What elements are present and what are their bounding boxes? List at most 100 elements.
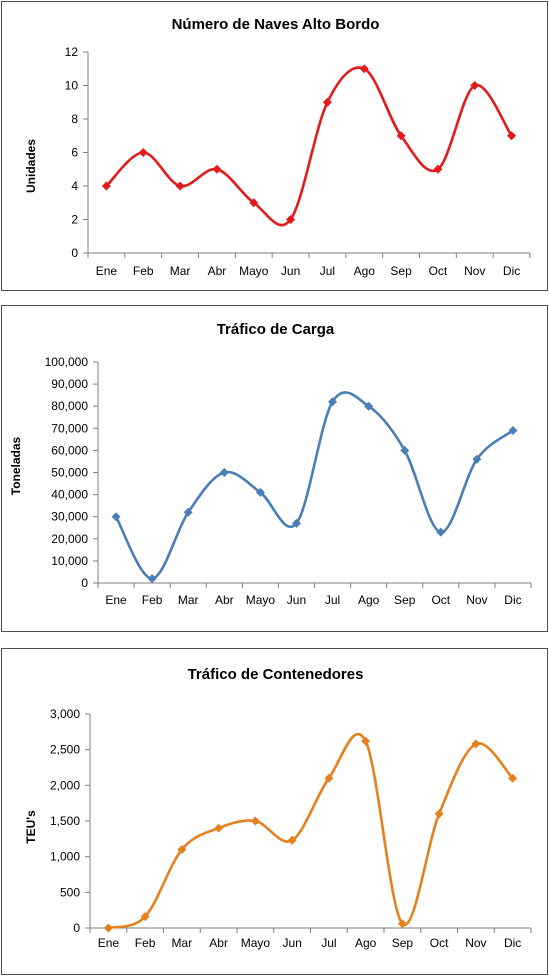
chart-title: Tráfico de Contenedores <box>188 666 364 683</box>
data-point <box>507 131 517 141</box>
data-point <box>361 736 371 746</box>
x-tick-label: Jul <box>325 593 340 607</box>
x-tick-label: Mayo <box>246 593 276 607</box>
chart-contenedores: Tráfico de Contenedores TEU's 0 500 1,000 1,5… <box>24 666 532 950</box>
chart-title: Tráfico de Carga <box>217 321 335 338</box>
data-point <box>508 773 518 783</box>
chart-panel-carga: Tráfico de Carga Toneladas 0 10,000 20,000 30… <box>1 305 548 632</box>
y-tick-label: 3,000 <box>50 707 80 721</box>
data-point <box>324 773 334 783</box>
y-tick-label: 10 <box>65 79 79 93</box>
x-tick-label: Jun <box>281 264 300 278</box>
data-point <box>111 512 121 522</box>
data-point <box>255 487 265 497</box>
data-point <box>140 912 150 922</box>
x-tick-label: Oct <box>430 936 449 950</box>
y-tick-label: 50,000 <box>51 466 88 480</box>
data-point <box>359 64 369 74</box>
y-tick-label: 2 <box>71 213 78 227</box>
y-tick-label: 90,000 <box>51 377 88 391</box>
data-point <box>508 426 518 436</box>
x-tick-label: Nov <box>466 593 487 607</box>
data-point <box>103 923 113 933</box>
data-point <box>434 809 444 819</box>
y-tick-label: 2,000 <box>50 778 80 792</box>
x-tick-label: Sep <box>394 593 416 607</box>
x-tick-label: Mayo <box>241 936 271 950</box>
y-tick-label: 10,000 <box>51 554 88 568</box>
x-tick-label: Oct <box>429 264 448 278</box>
x-tick-label: Feb <box>142 593 163 607</box>
x-tick-label: Dic <box>503 264 520 278</box>
x-tick-label: Abr <box>215 593 234 607</box>
data-point <box>183 507 193 517</box>
series-line <box>105 66 513 227</box>
data-point <box>397 919 407 929</box>
y-tick-label: 60,000 <box>51 443 88 457</box>
y-tick-label: 30,000 <box>51 510 88 524</box>
data-point <box>287 835 297 845</box>
series-line <box>107 732 514 930</box>
y-axis-label: Unidades <box>24 139 38 193</box>
x-tick-label: Ene <box>98 936 120 950</box>
y-tick-label: 12 <box>65 45 79 59</box>
x-tick-label: Sep <box>390 264 412 278</box>
data-point <box>470 81 480 90</box>
data-point <box>436 527 446 537</box>
x-tick-label: Dic <box>504 936 521 950</box>
x-tick-label: Mar <box>172 936 193 950</box>
y-tick-label: 8 <box>71 112 78 126</box>
y-tick-label: 0 <box>81 576 88 590</box>
data-point <box>291 518 301 528</box>
y-tick-label: 6 <box>71 146 78 160</box>
x-tick-label: Ene <box>105 593 127 607</box>
y-tick-label: 0 <box>73 921 80 935</box>
y-tick-label: 2,500 <box>50 743 80 757</box>
y-tick-label: 20,000 <box>51 532 88 546</box>
x-tick-label: Ago <box>354 264 376 278</box>
x-tick-label: Mar <box>170 264 191 278</box>
data-point <box>322 97 332 107</box>
x-tick-label: Oct <box>431 593 450 607</box>
data-point <box>472 454 482 464</box>
y-tick-label: 500 <box>60 885 80 899</box>
y-tick-label: 40,000 <box>51 488 88 502</box>
chart-title: Número de Naves Alto Bordo <box>172 16 380 33</box>
data-point <box>219 468 229 477</box>
data-point <box>249 198 259 208</box>
x-tick-label: Feb <box>135 936 156 950</box>
x-tick-label: Ago <box>358 593 380 607</box>
y-tick-label: 1,500 <box>50 814 80 828</box>
x-tick-label: Dic <box>504 593 521 607</box>
data-point <box>400 445 410 455</box>
x-tick-label: Abr <box>208 264 227 278</box>
y-tick-label: 100,000 <box>45 355 89 369</box>
y-tick-label: 80,000 <box>51 399 88 413</box>
chart-naves: Número de Naves Alto Bordo Unidades 0 2 4 6 8 1… <box>24 16 531 278</box>
x-tick-label: Abr <box>209 936 228 950</box>
y-tick-label: 1,000 <box>50 850 80 864</box>
data-point <box>147 574 157 584</box>
x-tick-label: Nov <box>464 264 485 278</box>
y-tick-label: 4 <box>71 179 78 193</box>
x-tick-label: Jun <box>282 936 301 950</box>
data-point <box>364 401 374 411</box>
data-point <box>328 397 338 407</box>
x-tick-label: Nov <box>465 936 486 950</box>
y-tick-label: 0 <box>71 246 78 260</box>
x-tick-label: Ago <box>355 936 377 950</box>
data-point <box>101 181 111 191</box>
chart-panel-contenedores: Tráfico de Contenedores TEU's 0 500 1,000 1,5… <box>1 648 548 975</box>
x-tick-label: Jul <box>321 936 336 950</box>
y-axis-label: TEU's <box>24 810 38 844</box>
x-tick-label: Sep <box>392 936 414 950</box>
data-point <box>471 739 481 749</box>
data-point <box>396 131 406 141</box>
y-axis-label: Toneladas <box>9 436 23 495</box>
x-tick-label: Jun <box>287 593 306 607</box>
series-line <box>114 391 515 580</box>
x-tick-label: Mar <box>178 593 199 607</box>
data-point <box>212 164 222 174</box>
data-point <box>138 148 148 157</box>
chart-panel-naves: Número de Naves Alto Bordo Unidades 0 2 4 6 8 1… <box>1 1 548 291</box>
